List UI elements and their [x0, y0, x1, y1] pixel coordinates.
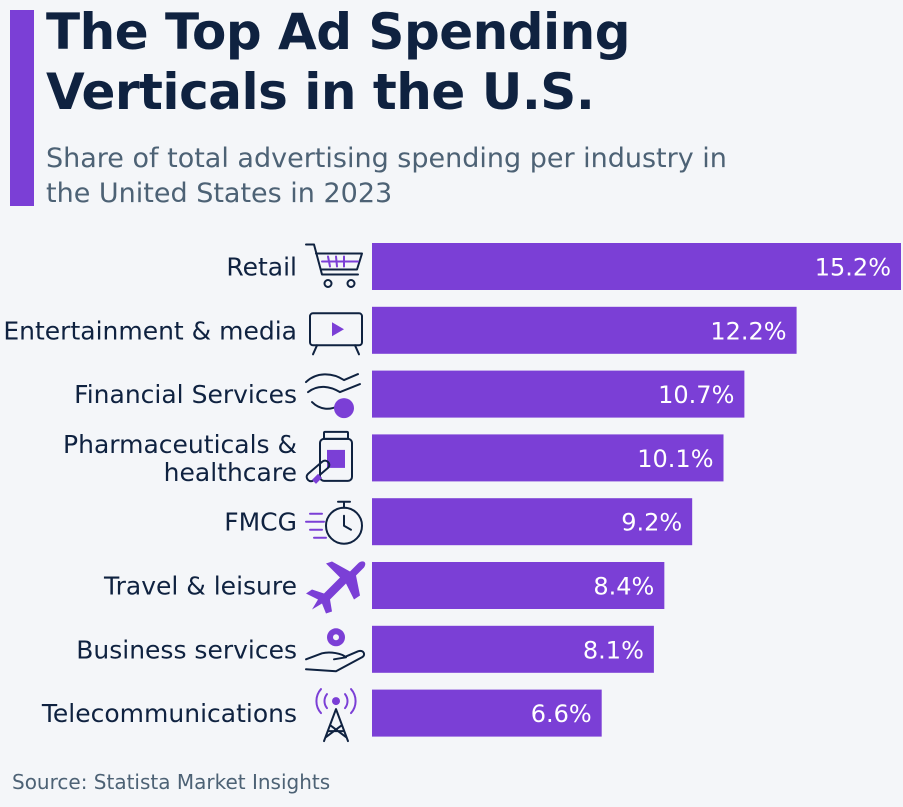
antenna-icon: [315, 688, 357, 743]
category-label: Pharmaceuticals &: [63, 430, 297, 459]
chart-title-line-1: The Top Ad Spending: [46, 3, 631, 61]
category-label: Retail: [226, 253, 297, 282]
bar: [372, 434, 724, 482]
hand-gear-icon: [305, 628, 366, 673]
title-accent-bar: [10, 10, 34, 206]
category-label: healthcare: [164, 458, 297, 487]
medicine-icon: [305, 430, 353, 484]
chart-title-line-2: Verticals in the U.S.: [46, 63, 595, 121]
source-note: Source: Statista Market Insights: [12, 770, 331, 794]
category-label: Financial Services: [74, 380, 297, 409]
bar-chart: 15.2% Retail 12.2% Entertainment & media 10.…: [3, 243, 901, 743]
tv-icon: [309, 312, 363, 356]
data-label: 10.1%: [637, 445, 713, 473]
chart-title: The Top Ad Spending Verticals in the U.S…: [46, 2, 631, 122]
category-label: FMCG: [224, 508, 297, 537]
data-label: 6.6%: [531, 700, 592, 728]
chart-subtitle: Share of total advertising spending per …: [46, 143, 727, 209]
shopping-cart-icon: [305, 243, 363, 288]
category-label: Entertainment & media: [3, 316, 297, 345]
data-label: 15.2%: [815, 254, 891, 282]
bar: [372, 625, 654, 673]
bar: [372, 689, 602, 737]
category-label: Travel & leisure: [103, 572, 297, 601]
bar: [372, 562, 665, 609]
airplane-icon: [306, 561, 366, 614]
hand-coin-icon: [305, 373, 361, 419]
stopwatch-icon: [305, 500, 363, 545]
category-label: Telecommunications: [41, 699, 297, 728]
category-label: Business services: [76, 635, 297, 664]
bar: [372, 243, 901, 290]
bar: [372, 498, 693, 546]
data-label: 10.7%: [658, 381, 734, 409]
data-label: 9.2%: [621, 509, 682, 537]
data-label: 8.4%: [593, 573, 654, 601]
bar: [372, 370, 745, 418]
bar: [372, 306, 797, 354]
data-label: 12.2%: [710, 317, 786, 345]
data-label: 8.1%: [583, 636, 644, 664]
